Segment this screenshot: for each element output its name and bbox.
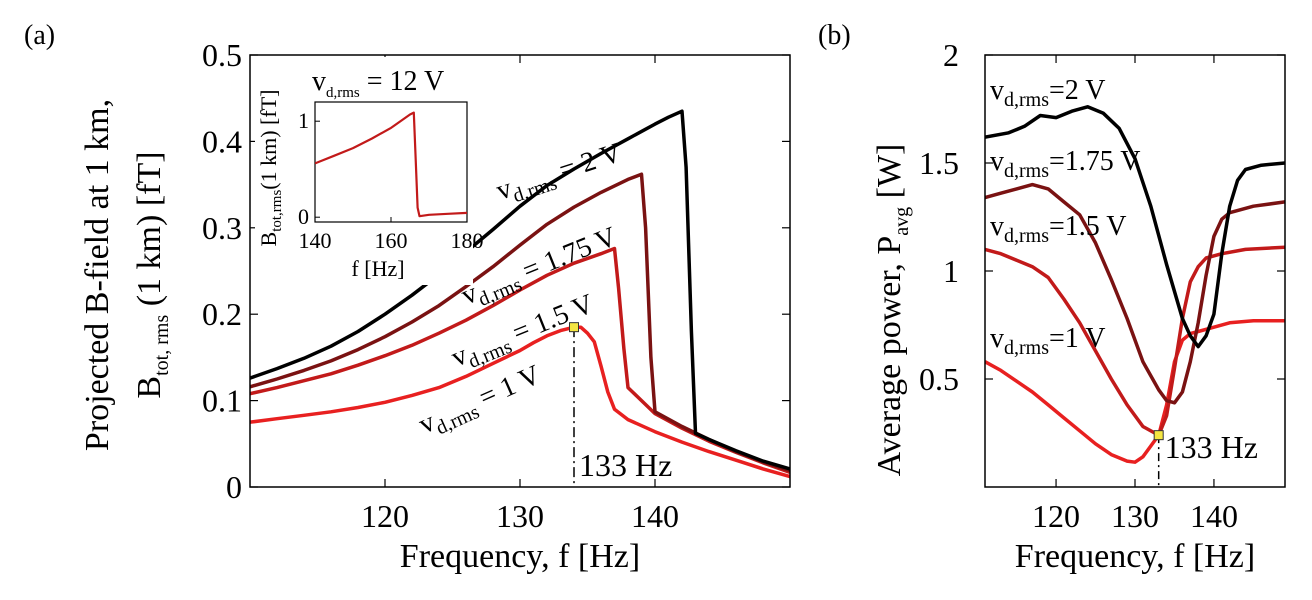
chart-b-series-line [985, 245, 1285, 437]
chart-b-series-line [985, 182, 1285, 405]
chart-b-annotation: 133 Hz [1165, 429, 1258, 465]
chart-a-xtick-label: 140 [631, 498, 679, 534]
chart-a-ytick-label: 0.2 [202, 296, 242, 332]
chart-a-ytick-label: 0.1 [202, 383, 242, 419]
inset-ytick-label: 1 [298, 108, 309, 133]
chart-b-ytick-label: 1.5 [919, 145, 959, 181]
panel-label-a: (a) [24, 20, 55, 51]
chart-b-ytick-label: 2 [943, 37, 959, 73]
inset-background [255, 57, 473, 285]
chart-a-ytick-label: 0.4 [202, 123, 242, 159]
chart-a-ytick-label: 0.3 [202, 210, 242, 246]
inset-ytick-label: 0 [298, 204, 309, 229]
chart-b-curve-label: vd,rms=1 V [990, 323, 1106, 359]
chart-b-curve-label: vd,rms=1.5 V [990, 211, 1127, 247]
chart-b-marker [1153, 430, 1164, 441]
inset-xtick-label: 180 [451, 228, 484, 253]
chart-b-ytick-label: 0.5 [919, 361, 959, 397]
chart-a-annotation: 133 Hz [579, 447, 672, 483]
chart-a-curve-label: vd,rms = 1 V [414, 359, 547, 445]
chart-b-x-axis-title: Frequency, f [Hz] [1015, 538, 1255, 575]
inset-title: vd,rms = 12 V [312, 66, 444, 101]
chart-b-xtick-label: 120 [1032, 498, 1080, 534]
chart-a-xtick-label: 120 [361, 498, 409, 534]
chart-b-curve-label: vd,rms=2 V [990, 75, 1106, 111]
chart-a-y-axis-title-line2: Btot, rms (1 km) [fT] [131, 151, 173, 398]
chart-a-x-axis-title: Frequency, f [Hz] [400, 538, 640, 575]
inset-x-axis-title: f [Hz] [351, 256, 404, 281]
chart-a-ytick-label: 0 [226, 469, 242, 505]
chart-b-frame [984, 54, 1286, 488]
inset-xtick-label: 140 [299, 228, 332, 253]
chart-b: 133 Hz 120 130 140 0.5 1 1.5 2 vd,rms=2 V vd,rms=… [871, 37, 1286, 575]
chart-a-series-line [250, 325, 790, 479]
inset-xtick-label: 160 [375, 228, 408, 253]
panel-label-b: (b) [818, 20, 851, 51]
inset-y-axis-title: Btot,rms(1 km) [fT] [256, 90, 285, 247]
chart-a-y-axis-title-line1: Projected B-field at 1 km, [79, 99, 116, 451]
chart-a-marker [569, 322, 579, 333]
chart-b-curve-label: vd,rms=1.75 V [990, 146, 1141, 182]
inset-series-line [315, 111, 467, 218]
chart-b-xtick-label: 140 [1190, 498, 1238, 534]
chart-a-series-line [250, 109, 790, 471]
chart-b-y-axis-title: Average power, Pavg [W] [871, 144, 913, 477]
chart-a-curve-label: vd,rms = 2 V [493, 137, 627, 211]
chart-a-ytick-label: 0.5 [202, 37, 242, 73]
chart-a-xtick-label: 130 [496, 498, 544, 534]
chart-a-series-line [250, 172, 790, 473]
chart-b-series-line [985, 105, 1285, 349]
chart-b-ytick-label: 1 [943, 253, 959, 289]
chart-b-xtick-label: 130 [1111, 498, 1159, 534]
chart-b-series-line [985, 318, 1285, 464]
